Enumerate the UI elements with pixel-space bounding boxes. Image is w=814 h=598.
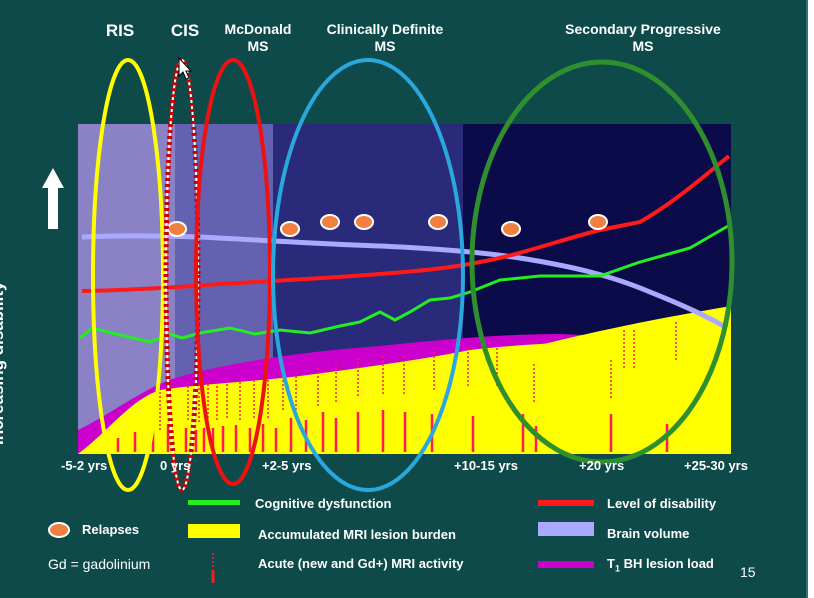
relapse-marker [320,214,340,230]
y-axis-label: Increasing disability [0,281,7,445]
relapse-markers [167,214,608,237]
slide-edge-shadow [806,0,808,598]
mri-burden-swatch [188,524,240,538]
relapse-marker [428,214,448,230]
disability-line [81,154,731,293]
cognitive-swatch [188,500,240,505]
stage-label-ris: RIS [105,21,135,40]
legend-brain-volume: Brain volume [607,526,690,541]
brain-volume-swatch [538,522,594,536]
x-tick: +20 yrs [579,458,625,473]
t1-swatch [538,561,594,568]
legend-mri-burden: Accumulated MRI lesion burden [258,527,456,542]
page-number: 15 [740,564,756,580]
slide-edge [808,0,814,598]
relapse-marker [501,221,521,237]
legend-disability: Level of disability [607,496,717,511]
legend-t1: T1 BH lesion load [607,556,714,574]
x-tick: +25-30 yrs [684,458,748,473]
cursor-icon [178,56,193,80]
relapse-marker [588,214,608,230]
up-arrow-icon [42,168,64,229]
stage-label-secondary: Secondary Progressive MS [565,21,721,54]
mri-lesion-burden-wedge [540,306,731,454]
relapse-legend-icon [48,522,70,538]
x-tick: +10-15 yrs [454,458,518,473]
mri-lesion-burden-area [78,340,731,454]
legend-gd: Gd = gadolinium [48,556,151,572]
legend-t1-sub: 1 [614,563,620,574]
mcdonald-ellipse [194,58,272,486]
ris-ellipse [91,58,165,492]
x-tick: +2-5 yrs [262,458,312,473]
secondary-ellipse [469,59,735,465]
legend-acute: Acute (new and Gd+) MRI activity [258,556,464,571]
definite-ellipse [271,58,465,492]
x-tick: 0 yrs [160,458,191,473]
x-tick: -5-2 yrs [61,458,108,473]
relapse-marker [280,221,300,237]
stage-label-cis: CIS [170,21,200,40]
legend-relapses: Relapses [82,522,140,537]
stage-label-definite: Clinically Definite MS [326,21,444,54]
disability-swatch [538,500,594,506]
legend-cognitive: Cognitive dysfunction [255,496,392,511]
relapse-marker [167,221,187,237]
legend-t1-rest: BH lesion load [619,556,714,571]
stage-label-mcdonald: McDonald MS [224,21,292,54]
relapse-marker [354,214,374,230]
legend-t1-prefix: T [607,556,615,571]
cognitive-dysfunction-line [79,224,729,344]
